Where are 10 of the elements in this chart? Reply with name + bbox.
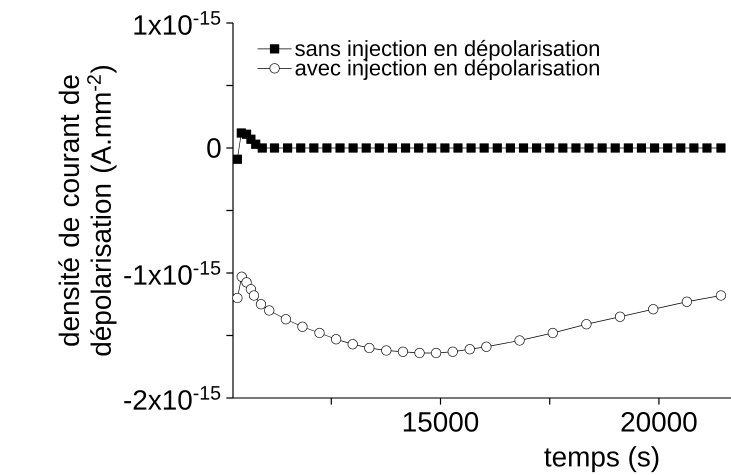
x-tick-label: 20000	[622, 412, 697, 432]
x-axis-title: temps (s)	[544, 446, 658, 472]
legend-label: sans injection en dépolarisation	[295, 40, 599, 61]
y-tick-label: -2x10$^{-15}$	[124, 386, 220, 410]
y-tick-label: -1x10$^{-15}$	[124, 261, 220, 285]
y-tick-label: 0	[207, 138, 221, 158]
x-tick-label: 15000	[404, 412, 478, 432]
y-axis-title: densité de courant de dépolarisation (A.mm$^{-2}$)	[58, 66, 117, 356]
legend-label: avec injection en dépolarisation	[296, 59, 599, 80]
y-tick-label: 1x10$^{-15}$	[134, 11, 220, 35]
